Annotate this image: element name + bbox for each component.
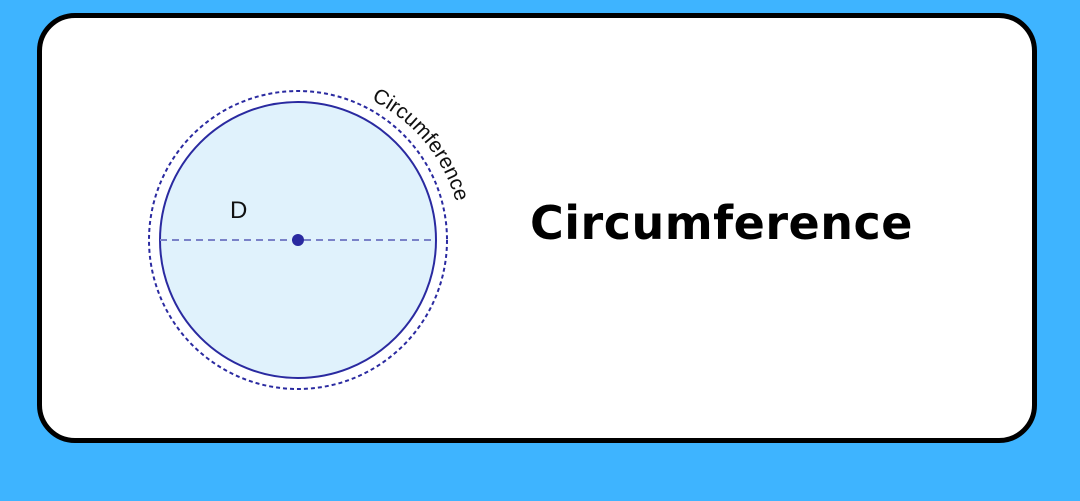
diameter-label: D	[230, 197, 247, 224]
center-point	[292, 234, 304, 246]
heading: Circumference	[530, 196, 913, 250]
circumference-dotted-outline	[148, 90, 448, 390]
